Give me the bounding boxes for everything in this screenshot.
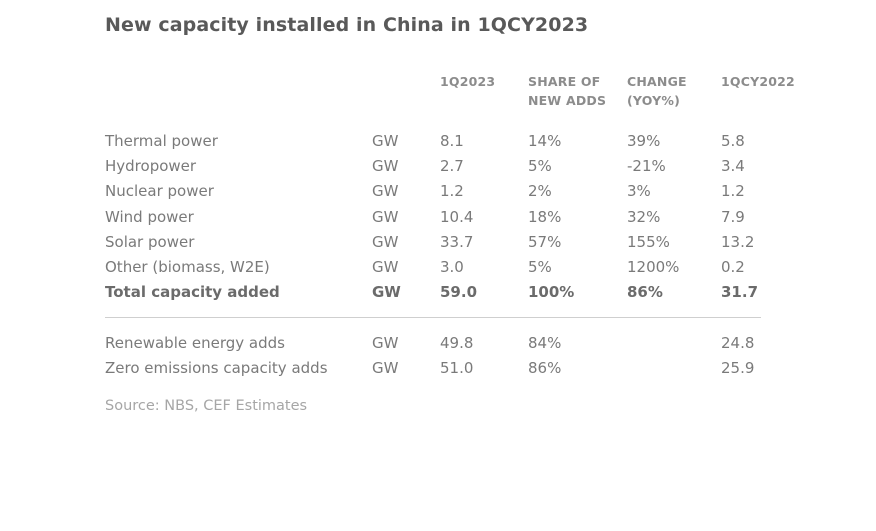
- cell-label: Other (biomass, W2E): [105, 258, 270, 276]
- cell-q1-2023: 2.7: [440, 157, 464, 175]
- cell-q1-2022: 7.9: [721, 208, 745, 226]
- cell-unit: GW: [372, 334, 399, 352]
- cell-unit: GW: [372, 233, 399, 251]
- cell-share: 100%: [528, 283, 575, 301]
- cell-q1-2022: 0.2: [721, 258, 745, 276]
- cell-label: Renewable energy adds: [105, 334, 285, 352]
- cell-change: 86%: [627, 283, 663, 301]
- cell-share: 5%: [528, 258, 552, 276]
- cell-unit: GW: [372, 208, 399, 226]
- cell-share: 86%: [528, 359, 562, 377]
- header-change-line-2: (YOY%): [627, 93, 680, 108]
- cell-change: 1200%: [627, 258, 680, 276]
- header-1qcy2022-line: 1QCY2022: [721, 74, 795, 89]
- header-share-line-2: NEW ADDS: [528, 93, 607, 108]
- cell-q1-2022: 31.7: [721, 283, 759, 301]
- header-change-line-1: CHANGE: [627, 74, 687, 89]
- cell-q1-2022: 1.2: [721, 182, 745, 200]
- cell-q1-2023: 8.1: [440, 132, 464, 150]
- cell-share: 5%: [528, 157, 552, 175]
- cell-q1-2023: 3.0: [440, 258, 464, 276]
- cell-q1-2023: 51.0: [440, 359, 474, 377]
- cell-share: 18%: [528, 208, 562, 226]
- cell-label: Solar power: [105, 233, 195, 251]
- header-share-line-1: SHARE OF: [528, 74, 601, 89]
- cell-unit: GW: [372, 283, 401, 301]
- cell-change: 155%: [627, 233, 670, 251]
- cell-q1-2023: 49.8: [440, 334, 474, 352]
- cell-change: -21%: [627, 157, 666, 175]
- header-1qcy2022: 1QCY2022: [721, 72, 795, 91]
- cell-unit: GW: [372, 157, 399, 175]
- cell-share: 84%: [528, 334, 562, 352]
- cell-change: 32%: [627, 208, 661, 226]
- cell-q1-2022: 13.2: [721, 233, 755, 251]
- cell-label: Total capacity added: [105, 283, 280, 301]
- cell-q1-2023: 59.0: [440, 283, 478, 301]
- cell-label: Thermal power: [105, 132, 218, 150]
- cell-q1-2022: 24.8: [721, 334, 755, 352]
- cell-q1-2023: 10.4: [440, 208, 474, 226]
- cell-unit: GW: [372, 182, 399, 200]
- cell-label: Wind power: [105, 208, 194, 226]
- cell-share: 2%: [528, 182, 552, 200]
- cell-unit: GW: [372, 258, 399, 276]
- divider: [105, 317, 761, 318]
- cell-q1-2022: 5.8: [721, 132, 745, 150]
- cell-share: 57%: [528, 233, 562, 251]
- cell-label: Zero emissions capacity adds: [105, 359, 328, 377]
- source-note: Source: NBS, CEF Estimates: [105, 398, 308, 414]
- cell-q1-2023: 33.7: [440, 233, 474, 251]
- header-share: SHARE OF NEW ADDS: [528, 72, 606, 110]
- header-change: CHANGE (YOY%): [627, 72, 687, 110]
- table-title: New capacity installed in China in 1QCY2…: [105, 14, 589, 36]
- cell-label: Nuclear power: [105, 182, 214, 200]
- cell-q1-2023: 1.2: [440, 182, 464, 200]
- cell-change: 3%: [627, 182, 651, 200]
- cell-unit: GW: [372, 359, 399, 377]
- cell-q1-2022: 3.4: [721, 157, 745, 175]
- cell-q1-2022: 25.9: [721, 359, 755, 377]
- cell-share: 14%: [528, 132, 562, 150]
- cell-change: 39%: [627, 132, 661, 150]
- header-1q2023: 1Q2023: [440, 72, 495, 91]
- cell-label: Hydropower: [105, 157, 197, 175]
- header-1q2023-line: 1Q2023: [440, 74, 496, 89]
- cell-unit: GW: [372, 132, 399, 150]
